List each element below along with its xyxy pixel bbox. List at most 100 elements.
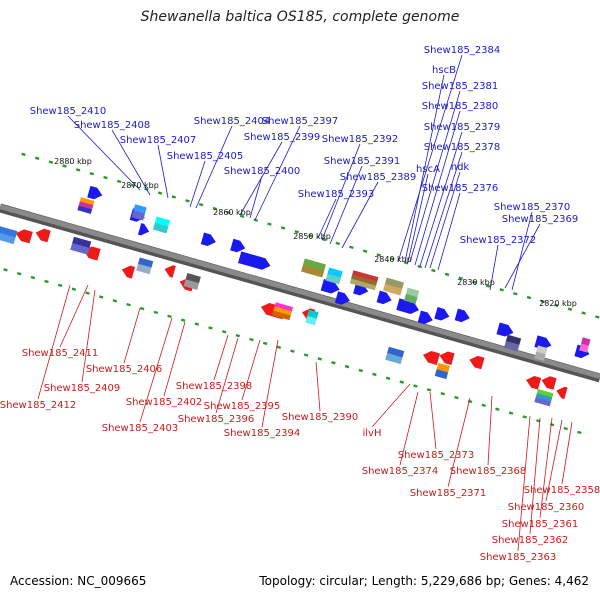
feature-block-band	[352, 270, 379, 282]
scale-tick	[522, 415, 527, 419]
gene-label[interactable]: Shew185_2369	[502, 214, 579, 225]
feature-block-band	[385, 353, 403, 365]
gene-label[interactable]: hscB	[432, 65, 456, 76]
gene-label[interactable]: Shew185_2393	[298, 189, 375, 200]
forward-gene-arrow	[200, 232, 216, 247]
forward-gene-arrow	[496, 322, 514, 337]
gene-label[interactable]: Shew185_2381	[422, 81, 499, 92]
gene-label[interactable]: hscA	[416, 164, 440, 175]
gene-label[interactable]: ndk	[451, 162, 470, 173]
gene-label[interactable]: Shew185_2363	[480, 552, 557, 563]
gene-label[interactable]: Shew185_2406	[86, 364, 163, 375]
forward-gene-arrow	[87, 185, 103, 200]
feature-block	[77, 197, 95, 214]
gene-label[interactable]: Shew185_2409	[44, 383, 121, 394]
scale-tick	[171, 195, 177, 199]
feature-block-band	[383, 283, 403, 296]
scale-tick	[153, 310, 159, 315]
kbp-scale-label: 2840 kbp	[374, 255, 412, 264]
feature-block-band	[79, 197, 95, 206]
gene-label[interactable]: Shew185_2391	[324, 156, 401, 167]
gene-label[interactable]: Shew185_2373	[398, 450, 475, 461]
gene-label[interactable]: ilvH	[363, 428, 382, 439]
gene-label[interactable]: Shew185_2378	[424, 142, 501, 153]
gene-label[interactable]: Shew185_2368	[450, 466, 527, 477]
gene-label[interactable]: Shew185_2379	[424, 122, 501, 133]
gene-label[interactable]: Shew185_2358	[524, 485, 600, 496]
gene-label[interactable]: Shew185_2384	[424, 45, 501, 56]
feature-block-band	[325, 273, 341, 285]
gene-label[interactable]: Shew185_2361	[502, 519, 579, 530]
map-title: Shewanella baltica OS185, complete genom…	[140, 9, 460, 25]
gene-leader-line	[504, 223, 541, 289]
scale-tick	[249, 337, 254, 342]
gene-leader-line	[561, 421, 573, 485]
gene-label[interactable]: Shew185_2410	[30, 106, 107, 117]
feature-block-band	[272, 310, 291, 321]
scale-tick	[362, 249, 368, 253]
gene-label[interactable]: Shew185_2389	[340, 172, 417, 183]
gene-leader-line	[407, 173, 429, 263]
gene-leader-line	[341, 181, 379, 249]
gene-label[interactable]: Shew185_2394	[224, 428, 301, 439]
scale-tick	[358, 368, 364, 373]
reverse-gene-arrow	[121, 265, 136, 279]
gene-label[interactable]: Shew185_2392	[322, 134, 399, 145]
gene-label[interactable]: Shew185_2371	[410, 488, 487, 499]
gene-label[interactable]: Shew185_2400	[224, 166, 301, 177]
scale-tick	[308, 233, 313, 238]
gene-leader-line	[241, 339, 261, 401]
gene-label[interactable]: Shew185_2390	[282, 412, 359, 423]
forward-gene-arrow	[238, 251, 271, 270]
gene-label[interactable]: Shew185_2374	[362, 466, 439, 477]
scale-tick	[212, 206, 218, 211]
gene-label[interactable]: Shew185_2407	[120, 135, 197, 146]
gene-label[interactable]: Shew185_2372	[460, 235, 537, 246]
gene-label[interactable]: Shew185_2398	[176, 381, 253, 392]
gene-leader-line	[163, 321, 186, 397]
gene-label[interactable]: Shew185_2362	[492, 535, 569, 546]
gene-label[interactable]: Shew185_2370	[494, 202, 571, 213]
scale-tick	[303, 353, 309, 357]
gene-label[interactable]: Shew185_2399	[244, 132, 321, 143]
feature-block-band	[273, 306, 292, 316]
scale-tick	[294, 230, 300, 234]
gene-label[interactable]: Shew185_2380	[422, 101, 499, 112]
scale-tick	[290, 349, 295, 353]
gene-label[interactable]: Shew185_2396	[178, 414, 255, 425]
gene-label[interactable]: Shew185_2397	[262, 116, 339, 127]
gene-label[interactable]: Shew185_2404	[194, 116, 271, 127]
feature-block	[272, 302, 294, 321]
feature-block-band	[536, 389, 554, 399]
gene-leader-line	[321, 143, 361, 241]
gene-label[interactable]: Shew185_2360	[508, 502, 585, 513]
gene-label[interactable]: Shew185_2411	[22, 348, 99, 359]
scale-tick	[262, 341, 268, 346]
feature-block-band	[504, 340, 520, 352]
gene-label[interactable]: Shew185_2376	[422, 183, 499, 194]
scale-tick	[226, 210, 231, 215]
gene-leader-line	[539, 417, 553, 519]
gene-label[interactable]: Shew185_2405	[167, 151, 244, 162]
feature-block-band	[386, 346, 405, 358]
scale-tick	[185, 199, 190, 203]
feature-block-band	[136, 263, 152, 275]
gene-leader-line	[189, 160, 206, 208]
kbp-scale-label: 2860 kbp	[213, 208, 251, 217]
feature-block	[131, 204, 147, 221]
scale-tick	[349, 245, 354, 249]
gene-label[interactable]: Shew185_2403	[102, 423, 179, 434]
scale-tick	[440, 392, 445, 396]
scale-tick	[44, 279, 49, 284]
gene-label[interactable]: Shew185_2395	[204, 401, 281, 412]
kbp-scale-label: 2830 kbp	[457, 278, 495, 287]
feature-block-band	[327, 267, 343, 279]
gene-label[interactable]: Shew185_2408	[74, 120, 151, 131]
scale-tick	[376, 253, 381, 257]
forward-gene-arrow	[230, 238, 246, 253]
gene-label[interactable]: Shew185_2402	[126, 397, 203, 408]
gene-leader-line	[329, 165, 363, 245]
gene-label[interactable]: Shew185_2412	[0, 400, 76, 411]
scale-tick	[48, 160, 54, 164]
